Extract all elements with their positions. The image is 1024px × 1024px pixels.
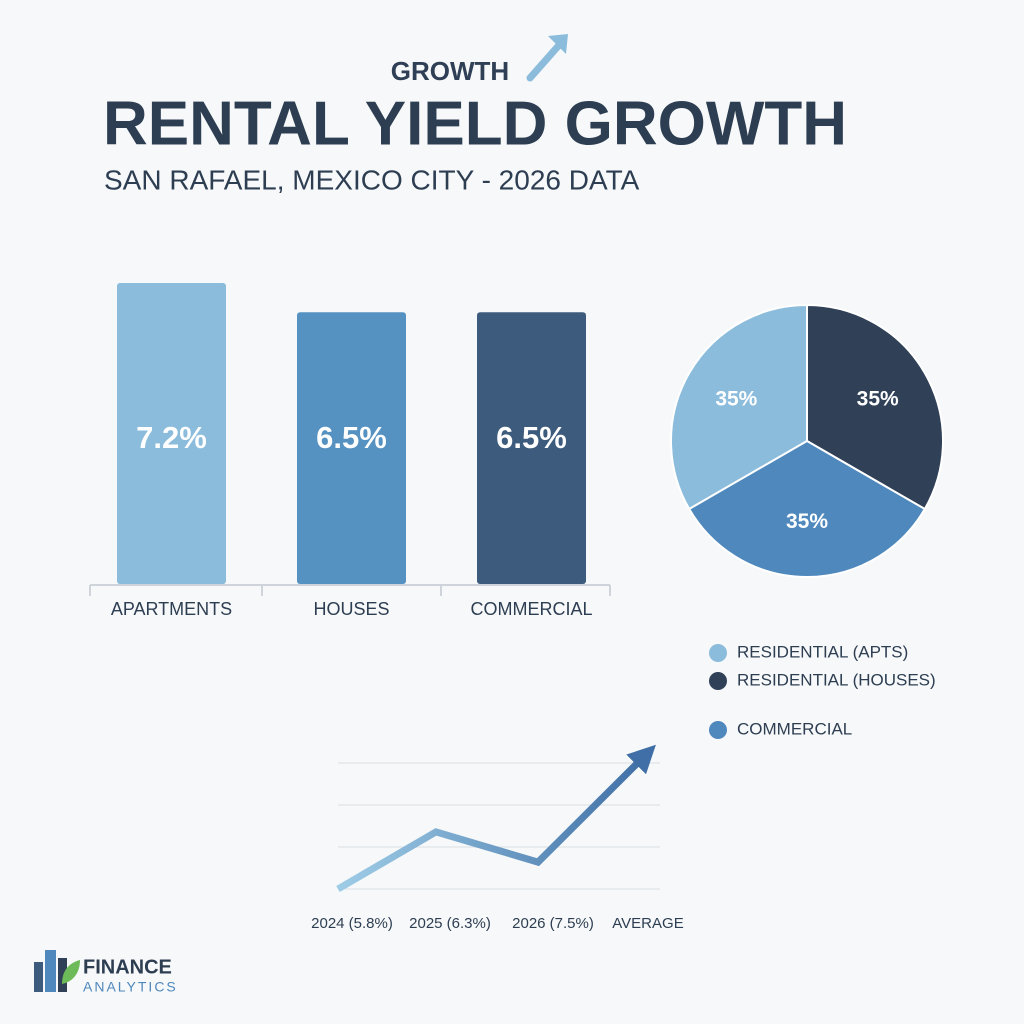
legend-label: RESIDENTIAL (APTS) [737,642,908,661]
x-tick-label: HOUSES [313,599,389,619]
x-tick-label: APARTMENTS [111,599,232,619]
legend-marker [709,672,727,690]
pie-slice [806,303,944,511]
kicker-arrowhead [548,34,568,54]
bar-value-label: 7.2% [136,420,207,455]
legend-marker [709,721,727,739]
title: RENTAL YIELD GROWTH [103,89,847,158]
pie-slice [670,303,808,511]
x-tick-label: AVERAGE [612,915,683,932]
pie-value-label: 35% [715,388,757,411]
bar-value-label: 6.5% [316,420,387,455]
logo-tagline: ANALYTICS [83,979,178,995]
bar-value-label: 6.5% [496,420,567,455]
pie-slice [687,439,927,578]
x-tick-label: COMMERCIAL [470,599,592,619]
logo-name: FINANCE [83,956,172,978]
bar-separators [89,585,611,596]
bar [477,312,586,584]
x-tick-label: 2025 (6.3%) [409,915,491,932]
x-tick-label: 2026 (7.5%) [512,915,594,932]
x-tick-label: 2024 (5.8%) [311,915,393,932]
logo: FINANCE ANALYTICS [34,950,178,995]
bar [297,312,406,584]
pie-value-label: 35% [786,510,828,533]
bar [117,283,226,584]
trend-line [336,744,656,893]
kicker-arrow [526,40,564,82]
legend-label: COMMERCIAL [737,719,852,738]
pie-value-label: 35% [857,388,899,411]
subtitle: SAN RAFAEL, MEXICO CITY - 2026 DATA [104,164,640,195]
kicker: GROWTH [391,56,509,86]
legend-marker [709,644,727,662]
legend-label: RESIDENTIAL (HOUSES) [737,670,936,689]
